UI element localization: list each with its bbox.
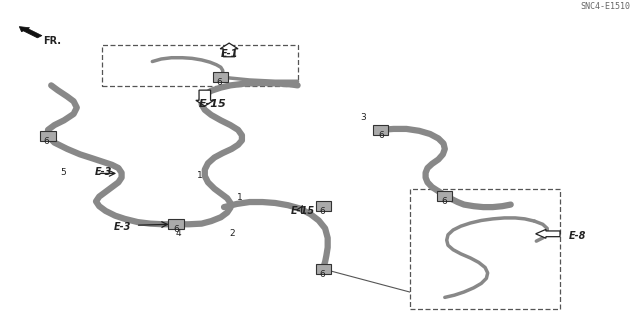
Text: E-3: E-3 — [95, 167, 112, 177]
FancyArrow shape — [196, 90, 214, 106]
Text: 6: 6 — [216, 78, 221, 87]
Text: 6: 6 — [320, 207, 325, 216]
Text: 4: 4 — [175, 229, 180, 238]
Text: 6: 6 — [173, 225, 179, 234]
Bar — [316, 264, 331, 274]
Text: 1: 1 — [237, 193, 243, 202]
Text: E-3: E-3 — [114, 222, 131, 233]
Text: 2: 2 — [229, 229, 234, 238]
Bar — [213, 72, 228, 82]
FancyArrow shape — [536, 229, 560, 238]
Text: E-15: E-15 — [198, 100, 226, 109]
Text: 6: 6 — [378, 131, 383, 140]
Bar — [316, 201, 331, 211]
Bar — [437, 191, 452, 201]
Bar — [40, 131, 56, 141]
Bar — [102, 45, 298, 86]
Bar — [373, 125, 388, 135]
Text: E-15: E-15 — [291, 206, 316, 216]
Text: 3: 3 — [361, 113, 366, 122]
Text: 6: 6 — [320, 270, 325, 279]
Text: FR.: FR. — [44, 35, 61, 46]
Text: 1: 1 — [198, 171, 203, 180]
Text: 6: 6 — [442, 197, 447, 206]
FancyArrow shape — [19, 26, 42, 38]
Bar — [168, 219, 184, 229]
Text: 6: 6 — [44, 137, 49, 146]
Text: SNC4-E1510: SNC4-E1510 — [580, 2, 630, 11]
Bar — [410, 189, 560, 309]
Text: E-8: E-8 — [568, 231, 586, 241]
FancyArrow shape — [220, 43, 238, 57]
Text: 5: 5 — [60, 168, 65, 177]
Text: E-1: E-1 — [220, 49, 238, 59]
